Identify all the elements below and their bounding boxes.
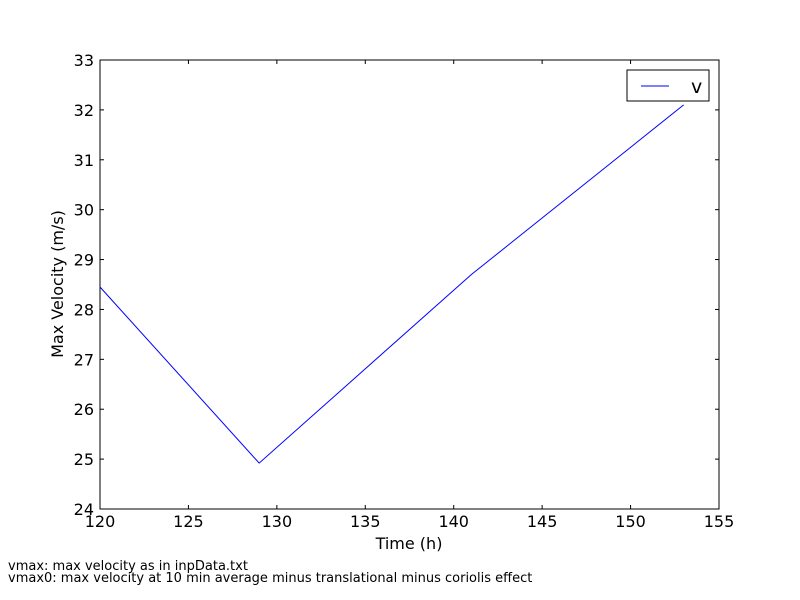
y-tick-label: 25 [74,450,94,469]
y-tick-label: 26 [74,400,94,419]
plot-frame [99,59,720,510]
x-tick-label: 155 [704,512,735,531]
footnote: vmax0: max velocity at 10 min average mi… [8,571,532,586]
y-tick-label: 30 [74,201,94,220]
data-line [99,104,684,464]
x-tick-label: 140 [438,512,469,531]
x-tick-label: 120 [85,512,116,531]
x-axis-label: Time (h) [375,534,443,553]
x-tick-label: 130 [262,512,293,531]
y-tick-label: 24 [74,500,94,519]
y-tick-label: 31 [74,151,94,170]
y-tick-label: 33 [74,51,94,70]
x-tick-label: 125 [173,512,204,531]
x-tick-label: 150 [615,512,646,531]
y-tick-label: 28 [74,300,94,319]
footnote: vmax: max velocity as in inpData.txt [8,559,248,574]
x-tick-label: 145 [527,512,558,531]
legend-label: v [691,76,702,98]
y-tick-label: 32 [74,101,94,120]
y-tick-label: 29 [74,251,94,270]
y-tick-label: 27 [74,350,94,369]
x-tick-label: 135 [350,512,381,531]
y-axis-label: Max Velocity (m/s) [48,210,67,358]
